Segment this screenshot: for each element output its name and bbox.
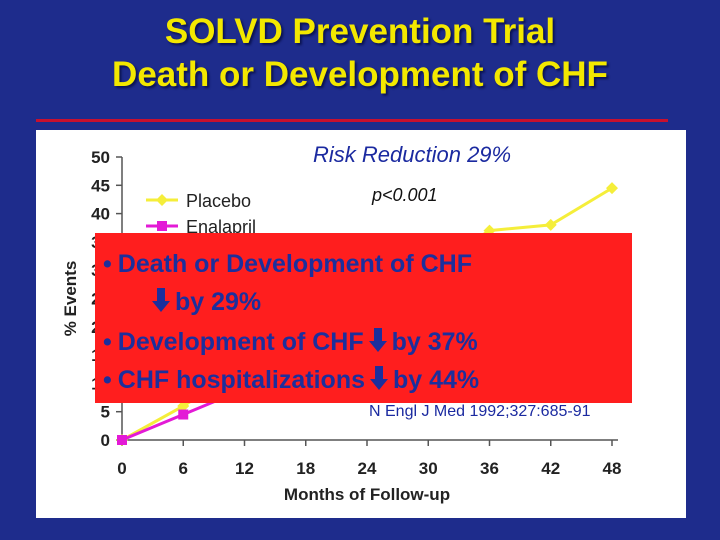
x-tick-label: 0 [117, 459, 126, 478]
x-axis-label: Months of Follow-up [284, 485, 450, 504]
data-point-placebo [156, 194, 168, 206]
x-tick-label: 30 [419, 459, 438, 478]
data-point-placebo [544, 218, 557, 231]
finding-2-reduction: by 37% [391, 328, 478, 356]
bullet: • [103, 328, 112, 356]
down-arrow-icon [368, 328, 387, 359]
data-point-placebo [606, 182, 618, 195]
x-tick-label: 6 [179, 459, 188, 478]
findings-callout: • Death or Development of CHF by 29% • Dev… [95, 233, 632, 403]
citation-label: N Engl J Med 1992;327:685-91 [369, 403, 591, 420]
y-tick-label: 50 [91, 148, 110, 167]
bullet: • [103, 366, 112, 394]
legend-label-enalapril: Enalapril [186, 217, 256, 237]
data-point-enalapril [117, 435, 127, 445]
finding-1-reduction: by 29% [175, 288, 262, 316]
y-axis-label: % Events [61, 261, 80, 337]
finding-2-line: • Development of CHF by 37% [103, 327, 478, 359]
down-arrow-icon [152, 288, 170, 319]
slide-title-line-1: SOLVD Prevention Trial [164, 12, 556, 51]
y-tick-label: 0 [101, 431, 110, 450]
bullet: • [103, 250, 112, 278]
p-value-label: p<0.001 [371, 185, 438, 205]
y-tick-label: 5 [101, 403, 110, 422]
legend-label-placebo: Placebo [186, 191, 251, 211]
finding-1-text: Death or Development of CHF [117, 250, 472, 278]
x-tick-label: 42 [541, 459, 560, 478]
finding-2-text: Development of CHF [117, 328, 364, 356]
y-tick-label: 40 [91, 205, 110, 224]
data-point-enalapril [157, 221, 167, 231]
finding-3-text: CHF hospitalizations [117, 366, 365, 394]
slide-title: SOLVD Prevention Trial Death or Developm… [0, 10, 720, 96]
finding-3-line: • CHF hospitalizations by 44% [103, 365, 479, 397]
finding-1-reduction-line: by 29% [147, 287, 261, 319]
title-divider [36, 119, 668, 122]
x-tick-label: 12 [235, 459, 254, 478]
x-tick-label: 48 [603, 459, 622, 478]
finding-3-reduction: by 44% [393, 366, 480, 394]
down-arrow-icon [370, 366, 388, 397]
risk-reduction-label: Risk Reduction 29% [313, 142, 511, 167]
finding-1-line: • Death or Development of CHF [103, 249, 472, 279]
x-tick-label: 18 [296, 459, 315, 478]
y-tick-label: 45 [91, 176, 110, 195]
data-point-placebo [177, 400, 190, 413]
x-tick-label: 36 [480, 459, 499, 478]
data-point-enalapril [178, 409, 189, 420]
slide-title-line-2: Death or Development of CHF [112, 55, 608, 94]
x-tick-label: 24 [358, 459, 377, 478]
